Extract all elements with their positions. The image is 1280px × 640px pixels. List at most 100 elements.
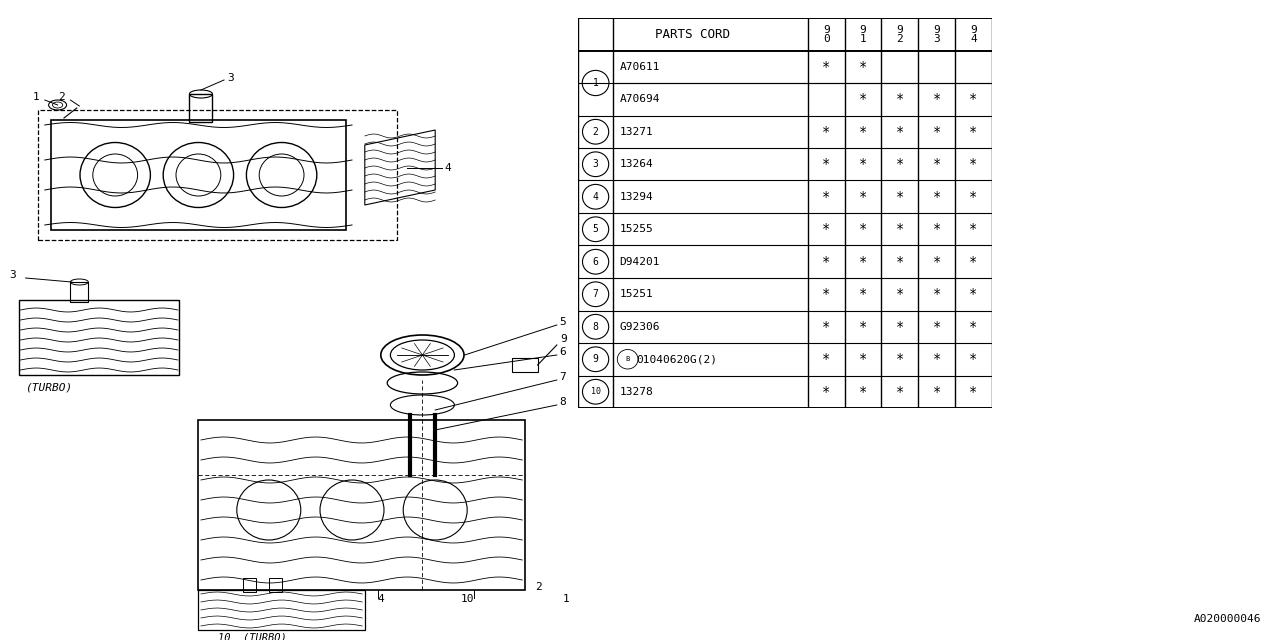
- Bar: [269, 578, 282, 592]
- Text: 5: 5: [593, 224, 599, 234]
- Text: *: *: [969, 222, 978, 236]
- Text: PARTS CORD: PARTS CORD: [655, 28, 731, 41]
- Text: A70694: A70694: [620, 94, 660, 104]
- Text: *: *: [859, 255, 868, 269]
- Text: 1: 1: [563, 594, 570, 604]
- Text: *: *: [859, 222, 868, 236]
- Text: 15251: 15251: [620, 289, 653, 300]
- Text: 3: 3: [9, 270, 17, 280]
- Text: *: *: [933, 320, 941, 333]
- Text: *: *: [896, 385, 904, 399]
- Text: 4: 4: [444, 163, 452, 173]
- Text: *: *: [822, 222, 831, 236]
- Text: *: *: [933, 189, 941, 204]
- Text: *: *: [859, 352, 868, 366]
- Text: *: *: [822, 320, 831, 333]
- Text: *: *: [933, 125, 941, 139]
- Text: *: *: [969, 125, 978, 139]
- Text: *: *: [822, 189, 831, 204]
- Bar: [512, 358, 538, 372]
- Text: *: *: [859, 60, 868, 74]
- Text: *: *: [933, 222, 941, 236]
- Text: *: *: [896, 92, 904, 106]
- Text: *: *: [896, 157, 904, 172]
- Text: *: *: [822, 352, 831, 366]
- Text: 2: 2: [535, 582, 541, 592]
- Text: 3: 3: [227, 73, 234, 83]
- Bar: [70, 282, 88, 302]
- Text: 2: 2: [593, 127, 599, 137]
- Text: *: *: [822, 157, 831, 172]
- Text: 9
4: 9 4: [970, 25, 977, 44]
- Text: 9: 9: [593, 355, 599, 364]
- Text: *: *: [896, 255, 904, 269]
- Text: 9
0: 9 0: [823, 25, 829, 44]
- Text: 9
1: 9 1: [860, 25, 867, 44]
- Text: 6: 6: [559, 347, 566, 357]
- Text: 6: 6: [593, 257, 599, 267]
- Text: *: *: [933, 287, 941, 301]
- Text: (TURBO): (TURBO): [26, 382, 73, 392]
- Text: 5: 5: [559, 317, 566, 327]
- Text: *: *: [859, 287, 868, 301]
- Text: *: *: [896, 352, 904, 366]
- Text: A020000046: A020000046: [1193, 614, 1261, 624]
- Text: 9
3: 9 3: [933, 25, 940, 44]
- Text: 01040620G(2): 01040620G(2): [636, 355, 717, 364]
- Text: *: *: [969, 255, 978, 269]
- Text: *: *: [933, 157, 941, 172]
- Bar: [189, 94, 212, 122]
- Text: *: *: [896, 189, 904, 204]
- Text: *: *: [896, 222, 904, 236]
- Text: *: *: [933, 92, 941, 106]
- Text: *: *: [969, 320, 978, 333]
- Text: G92306: G92306: [620, 322, 660, 332]
- Text: 10: 10: [461, 594, 475, 604]
- Text: 8: 8: [559, 397, 566, 407]
- Text: *: *: [822, 60, 831, 74]
- Text: *: *: [933, 352, 941, 366]
- Text: *: *: [969, 385, 978, 399]
- Text: *: *: [933, 255, 941, 269]
- Text: D94201: D94201: [620, 257, 660, 267]
- Text: *: *: [859, 125, 868, 139]
- Text: *: *: [822, 385, 831, 399]
- Text: 3: 3: [593, 159, 599, 169]
- Text: 7: 7: [593, 289, 599, 300]
- Text: 9
2: 9 2: [896, 25, 904, 44]
- Text: 13294: 13294: [620, 192, 653, 202]
- Text: *: *: [969, 157, 978, 172]
- Text: *: *: [933, 385, 941, 399]
- Text: *: *: [822, 125, 831, 139]
- Text: 8: 8: [593, 322, 599, 332]
- Text: 2: 2: [58, 92, 65, 102]
- Text: *: *: [822, 255, 831, 269]
- Text: 1: 1: [593, 78, 599, 88]
- Text: *: *: [969, 287, 978, 301]
- Text: 1: 1: [32, 92, 40, 102]
- Text: 7: 7: [559, 372, 566, 382]
- Text: *: *: [969, 352, 978, 366]
- Text: *: *: [859, 385, 868, 399]
- Text: 4: 4: [593, 192, 599, 202]
- Text: 13264: 13264: [620, 159, 653, 169]
- Text: 15255: 15255: [620, 224, 653, 234]
- Text: *: *: [822, 287, 831, 301]
- Text: *: *: [859, 320, 868, 333]
- Text: A70611: A70611: [620, 61, 660, 72]
- Text: 9: 9: [561, 334, 567, 344]
- Text: *: *: [896, 320, 904, 333]
- Bar: [243, 578, 256, 592]
- Text: *: *: [896, 125, 904, 139]
- Text: 13278: 13278: [620, 387, 653, 397]
- Text: 4: 4: [378, 594, 384, 604]
- Text: *: *: [859, 157, 868, 172]
- Text: *: *: [896, 287, 904, 301]
- Text: *: *: [969, 92, 978, 106]
- Text: B: B: [626, 356, 630, 362]
- Text: 10  (TURBO): 10 (TURBO): [218, 632, 287, 640]
- Text: *: *: [969, 189, 978, 204]
- Text: *: *: [859, 189, 868, 204]
- Text: 13271: 13271: [620, 127, 653, 137]
- Text: 10: 10: [590, 387, 600, 396]
